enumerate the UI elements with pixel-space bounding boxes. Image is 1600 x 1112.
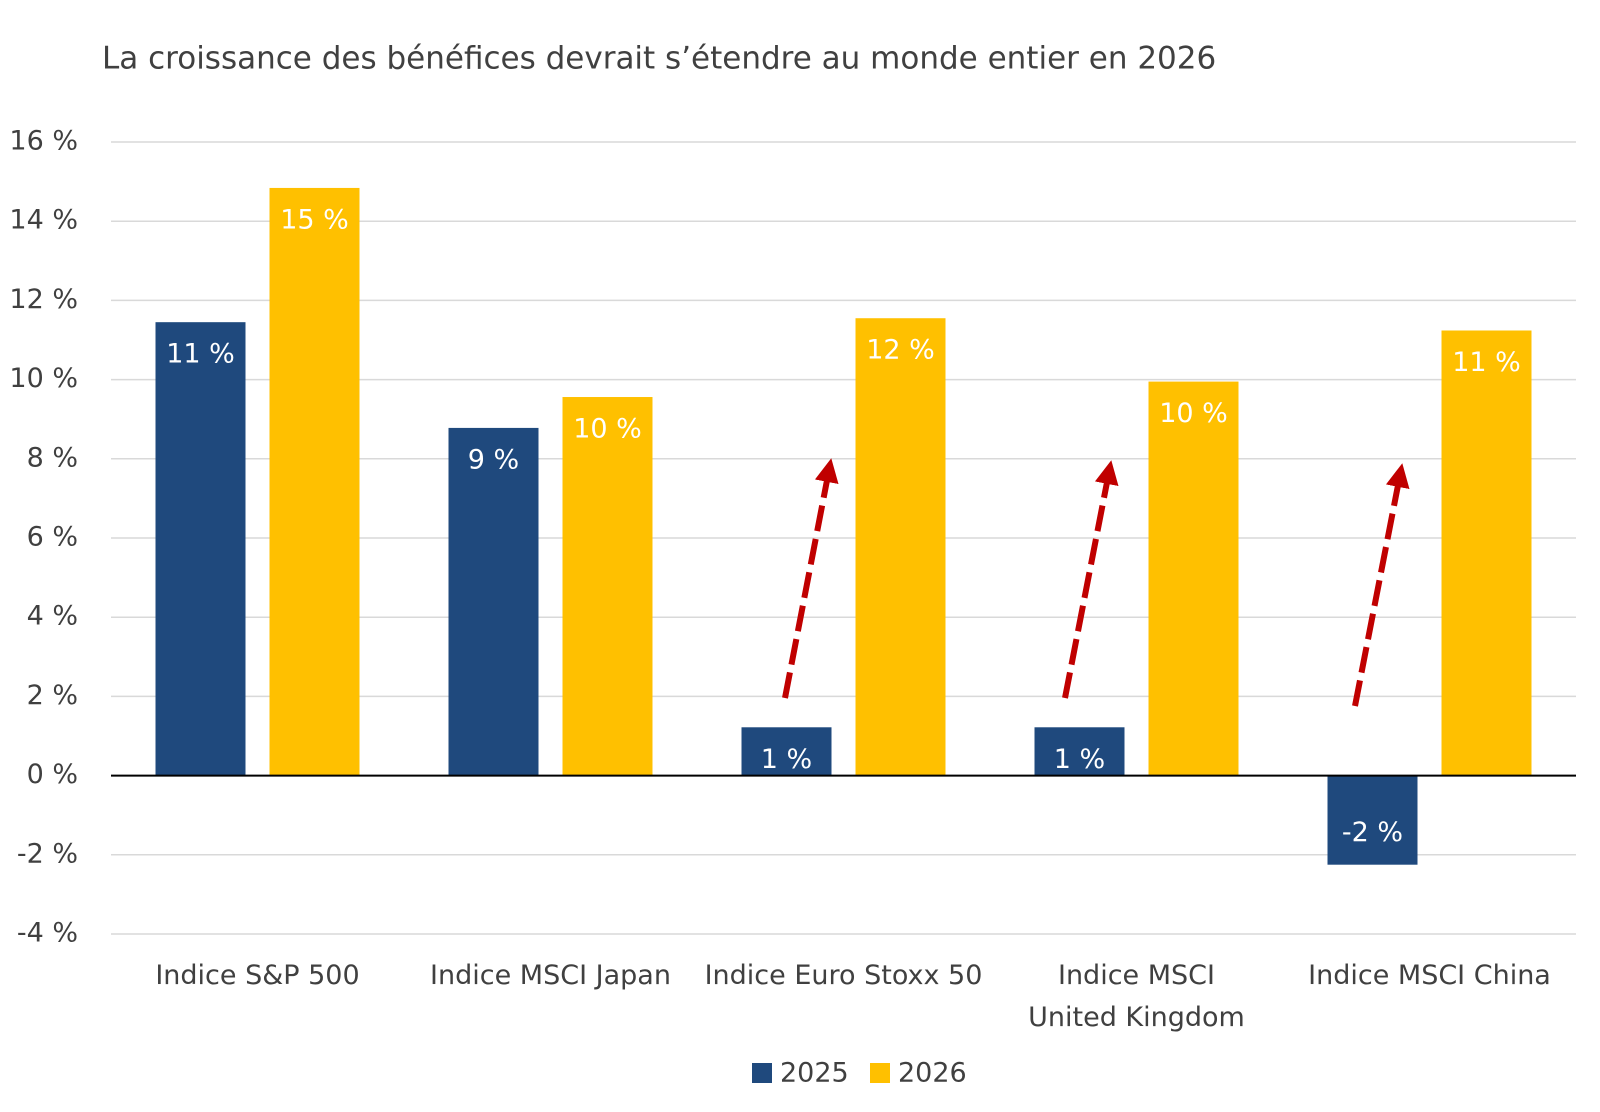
bar [1327, 775, 1418, 865]
bar [855, 318, 946, 776]
bar [448, 427, 539, 776]
bar [1034, 727, 1125, 776]
arrow [782, 458, 839, 699]
value-label: 10 % [573, 414, 642, 445]
arrow [1352, 463, 1410, 707]
value-label: 12 % [866, 335, 935, 366]
y-tick-label: 8 % [27, 442, 78, 473]
value-label: 1 % [761, 744, 812, 775]
value-label: 11 % [166, 339, 235, 370]
bar [269, 187, 360, 776]
arrow [1062, 460, 1119, 699]
y-tick-label: 6 % [27, 522, 78, 553]
value-label: 15 % [280, 204, 349, 235]
legend-label: 2026 [898, 1058, 967, 1089]
chart-title: La croissance des bénéfices devrait s’ét… [102, 41, 1216, 77]
value-label: -2 % [1342, 817, 1403, 848]
value-label: 11 % [1452, 347, 1521, 378]
value-label: 9 % [468, 444, 519, 475]
bar [1148, 381, 1239, 776]
y-tick-label: 16 % [9, 126, 78, 157]
legend-label: 2025 [780, 1058, 849, 1089]
x-tick-label: Indice MSCI China [1308, 960, 1551, 991]
x-tick-label: Indice Euro Stoxx 50 [704, 960, 983, 991]
y-tick-label: 4 % [27, 601, 78, 632]
x-tick-label: Indice MSCI United Kingdom [1028, 960, 1245, 1033]
bar [741, 727, 832, 776]
y-tick-label: 12 % [9, 284, 78, 315]
bar [1441, 330, 1532, 776]
y-tick-label: -2 % [17, 838, 78, 869]
x-tick-label: Indice S&P 500 [155, 960, 360, 991]
y-tick-label: -4 % [17, 918, 78, 949]
value-label: 1 % [1054, 744, 1105, 775]
bar [155, 322, 246, 776]
y-tick-label: 2 % [27, 680, 78, 711]
legend-swatch [752, 1063, 772, 1083]
y-tick-label: 14 % [9, 205, 78, 236]
legend-swatch [870, 1063, 890, 1083]
bar [562, 397, 653, 776]
y-tick-label: 0 % [27, 759, 78, 790]
x-tick-label: Indice MSCI Japan [430, 960, 671, 991]
y-tick-label: 10 % [9, 363, 78, 394]
trend-arrows [782, 458, 1410, 707]
plot: -4 % -2 % 0 % 2 % 4 % 6 % 8 % 10 % 12 % 14 % 16 % 1… [9, 126, 1576, 1089]
value-label: 10 % [1159, 398, 1228, 429]
